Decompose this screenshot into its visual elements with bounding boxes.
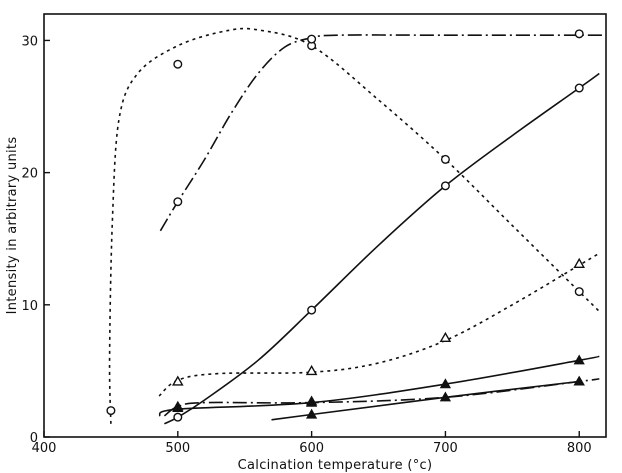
x-axis-label: Calcination temperature (°c) [238, 458, 433, 473]
data-point-triangle [439, 331, 452, 342]
x-tick-label: 600 [299, 441, 324, 456]
data-point-circle [307, 305, 317, 315]
series-line-4 [158, 252, 600, 397]
x-tick-label: 400 [32, 441, 57, 456]
x-tick-label: 700 [433, 441, 458, 456]
data-point-circle [574, 287, 584, 297]
data-point-triangle [171, 375, 184, 386]
x-tick-label: 800 [567, 441, 592, 456]
plot-frame [43, 13, 607, 438]
data-point-circle [440, 154, 450, 164]
data-point-circle [440, 181, 450, 191]
data-point-circle [574, 83, 584, 93]
series-line-2 [159, 34, 606, 232]
y-tick-label: 30 [21, 34, 38, 49]
data-point-triangle [305, 396, 318, 407]
data-point-circle [574, 29, 584, 39]
data-point-circle [173, 412, 183, 422]
y-tick-label: 20 [21, 167, 38, 182]
data-point-circle [173, 59, 183, 69]
data-point-triangle [172, 400, 184, 411]
y-axis-label: Intensity in arbitrary units [5, 137, 20, 315]
series-line-6 [163, 378, 600, 417]
data-point-triangle [439, 378, 452, 389]
y-tick-label: 10 [21, 299, 38, 314]
x-tick-label: 500 [165, 441, 190, 456]
chart-axes: 400 500 600 700 800 0 10 20 30 [21, 13, 607, 456]
data-point-triangle [573, 354, 585, 365]
data-point-triangle [573, 257, 586, 268]
chart-plot-area [106, 27, 606, 425]
data-point-circle [307, 34, 317, 44]
data-point-triangle [305, 364, 318, 376]
series-line-1 [108, 27, 600, 424]
data-point-circle [173, 197, 183, 207]
data-point-triangle [305, 408, 318, 419]
data-point-circle [106, 406, 116, 416]
series-line-7 [271, 380, 580, 421]
y-tick-label: 0 [30, 431, 38, 446]
series-line-3 [164, 72, 600, 425]
data-point-triangle [573, 375, 585, 386]
